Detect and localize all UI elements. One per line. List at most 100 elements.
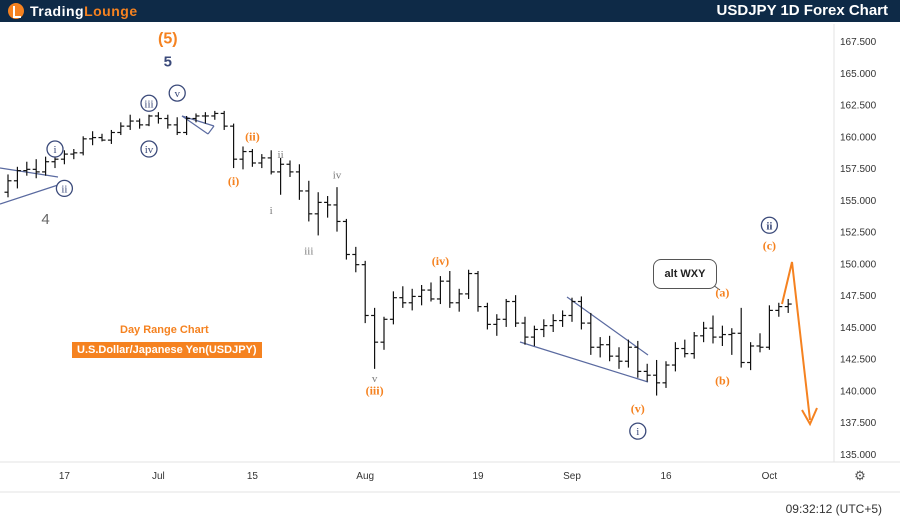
wave-label: iv (145, 144, 154, 156)
ohlc-bar (164, 114, 172, 129)
channel-upper-right (566, 296, 649, 356)
ohlc-bar (756, 333, 764, 353)
wave-label: 4 (41, 211, 49, 228)
ohlc-bar (502, 298, 510, 327)
ohlc-bar (286, 160, 294, 177)
wave-label: (ii) (245, 129, 260, 143)
ohlc-bar (380, 316, 388, 350)
ohlc-bar (305, 180, 313, 222)
y-tick-label: 145.000 (840, 323, 877, 334)
x-tick-label: Jul (152, 471, 165, 482)
ohlc-bar (446, 271, 454, 308)
x-tick-label: Sep (563, 471, 581, 482)
ohlc-bar (371, 307, 379, 369)
x-tick-label: Oct (762, 471, 778, 482)
instrument-caption: U.S.Dollar/Japanese Yen(USDJPY) (72, 342, 262, 358)
ohlc-bar (192, 113, 200, 123)
ohlc-bar (540, 319, 548, 338)
channel-upper-left (0, 167, 59, 178)
ohlc-bar (136, 118, 144, 129)
y-tick-label: 152.500 (840, 228, 877, 239)
y-tick-label: 165.000 (840, 69, 877, 80)
wave-label: (iv) (432, 254, 449, 268)
ohlc-bar (671, 342, 679, 372)
ohlc-bar (436, 276, 444, 305)
ohlc-bar (220, 110, 228, 130)
ohlc-bar (267, 150, 275, 175)
chart-title: USDJPY 1D Forex Chart (716, 2, 888, 19)
wave-label: (a) (715, 286, 729, 300)
clock-readout: 09:32:12 (UTC+5) (785, 502, 882, 516)
wave-label: ii (278, 149, 284, 161)
wave-label: i (636, 426, 639, 438)
ohlc-bar (530, 325, 538, 346)
ohlc-bar (653, 359, 661, 396)
wave-circle (629, 422, 647, 440)
ohlc-bar (643, 363, 651, 382)
ohlc-bar (474, 271, 482, 312)
wave-label: i (53, 144, 56, 156)
ohlc-bar (596, 337, 604, 358)
ohlc-bar (465, 269, 473, 299)
ohlc-bar (577, 296, 585, 330)
wave-circle (46, 140, 64, 158)
gear-icon[interactable]: ⚙ (854, 468, 866, 483)
ohlc-bar (399, 286, 407, 308)
ohlc-bar (117, 122, 125, 136)
ohlc-bar (295, 164, 303, 200)
ohlc-bar (23, 161, 31, 176)
ohlc-bar (13, 166, 21, 189)
brand-logo[interactable]: TradingLounge (8, 2, 138, 20)
y-tick-label: 150.000 (840, 259, 877, 270)
ohlc-bar (549, 314, 557, 333)
ohlc-bar (681, 339, 689, 358)
wave-label: (iii) (366, 383, 384, 397)
wave-label: v (174, 88, 180, 100)
y-tick-label: 160.000 (840, 132, 877, 143)
x-tick-label: 17 (59, 471, 71, 482)
ohlc-bar (42, 156, 50, 176)
triangle-edge (207, 125, 215, 135)
ohlc-bar (765, 305, 773, 350)
ohlc-bar (32, 159, 40, 179)
x-tick-label: Aug (356, 471, 374, 482)
wave-label: iii (144, 98, 153, 110)
ohlc-bar (145, 114, 153, 127)
wave-circle (760, 216, 779, 234)
day-range-caption: Day Range Chart (120, 324, 209, 336)
projection-arrow (781, 261, 811, 421)
ohlc-bar (559, 310, 567, 327)
y-tick-label: 157.500 (840, 164, 877, 175)
ohlc-bar (324, 196, 332, 218)
ohlc-bar (493, 314, 501, 336)
wave-circle (140, 140, 158, 158)
y-tick-label: 162.500 (840, 101, 877, 112)
ohlc-bar (258, 154, 266, 169)
channel-lower-right (519, 341, 649, 383)
ohlc-bar (98, 133, 106, 142)
ohlc-bar (662, 361, 670, 388)
ohlc-bar (700, 321, 708, 343)
ohlc-bar (211, 110, 219, 120)
x-tick-label: 19 (472, 471, 484, 482)
ohlc-bar (248, 149, 256, 167)
ohlc-bar (183, 115, 191, 136)
ohlc-bar (718, 325, 726, 346)
ohlc-bar (154, 112, 162, 124)
logo-icon (8, 3, 24, 19)
ohlc-bar (361, 260, 369, 324)
wave-label: (i) (228, 174, 239, 188)
triangle-top (181, 115, 215, 127)
wave-label: (v) (631, 401, 645, 415)
ohlc-bar (89, 131, 97, 146)
y-tick-label: 147.500 (840, 291, 877, 302)
ohlc-bar (709, 315, 717, 344)
ohlc-bar (277, 157, 285, 195)
ohlc-bar (624, 339, 632, 368)
ohlc-bar (239, 146, 247, 170)
ohlc-bar (4, 174, 12, 198)
wave-label: v (372, 373, 378, 385)
channel-lower-left (0, 184, 59, 205)
